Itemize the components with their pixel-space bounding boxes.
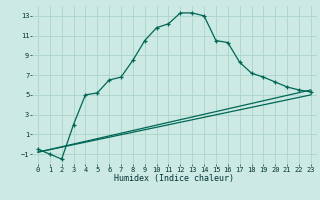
X-axis label: Humidex (Indice chaleur): Humidex (Indice chaleur)	[115, 174, 234, 183]
